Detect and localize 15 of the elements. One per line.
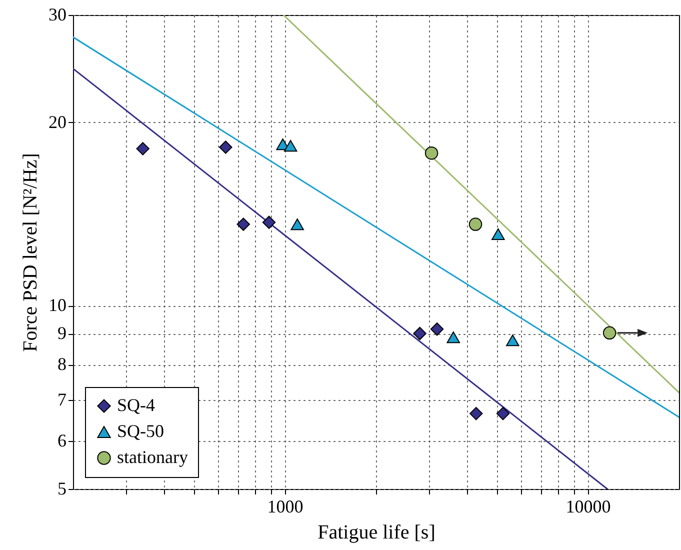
- y-axis-title: Force PSD level [N²/Hz]: [20, 153, 42, 352]
- x-axis-title: Fatigue life [s]: [318, 522, 436, 544]
- y-tick-label: 20: [48, 112, 66, 132]
- legend-label: stationary: [117, 447, 188, 467]
- y-tick-label: 9: [58, 323, 66, 344]
- legend-label: SQ-50: [117, 421, 164, 441]
- legend-label: SQ-4: [117, 395, 156, 415]
- y-tick-label: 8: [58, 354, 66, 374]
- y-tick-label: 5: [58, 478, 66, 498]
- y-tick-label: 10: [48, 295, 66, 316]
- y-tick-label: 30: [48, 4, 66, 24]
- y-tick-label: 7: [58, 389, 66, 410]
- x-tick-label: 1000: [267, 496, 304, 516]
- y-tick-label: 6: [58, 430, 66, 450]
- x-tick-label: 10000: [566, 496, 611, 516]
